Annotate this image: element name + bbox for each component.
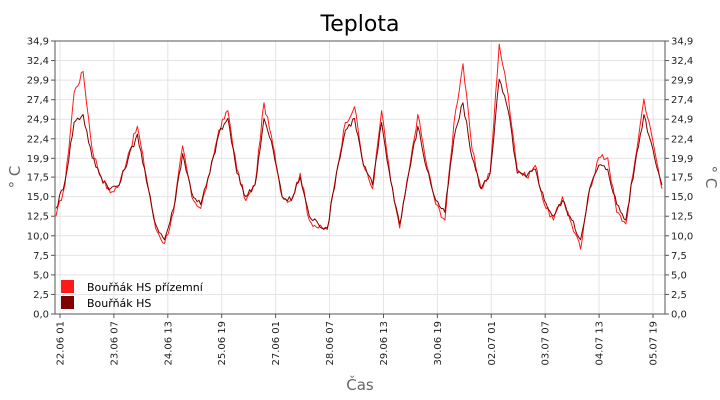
legend-swatch-1 bbox=[61, 280, 74, 293]
y-tick-label-right: 27,4 bbox=[671, 95, 693, 106]
x-tick-label: 24.06 13 bbox=[163, 321, 174, 366]
legend-swatch-2 bbox=[61, 296, 74, 309]
y-tick-label-right: 32,4 bbox=[671, 56, 693, 67]
y-tick-label-right: 12,5 bbox=[671, 212, 693, 223]
y-tick-label-left: 17,5 bbox=[27, 173, 49, 184]
x-tick-label: 27.06 01 bbox=[271, 321, 282, 366]
x-tick-label: 02.07 01 bbox=[487, 321, 498, 366]
y-tick-label-left: 32,4 bbox=[27, 56, 49, 67]
y-tick-label-left: 29,9 bbox=[27, 76, 49, 87]
x-axis-title: Čas bbox=[346, 375, 374, 394]
x-tick-label: 03.07 07 bbox=[541, 321, 552, 366]
y-tick-label-right: 22,4 bbox=[671, 134, 693, 145]
axis-layer: 0,0 0,0 2,5 2,5 5,0 5,0 7,5 7,5 10,0 10,0 12,5 12,5… bbox=[27, 37, 694, 366]
y-tick-label-right: 34,9 bbox=[671, 37, 693, 48]
y-axis-title-left: ° C bbox=[6, 166, 24, 189]
x-tick-label: 05.07 19 bbox=[649, 321, 660, 366]
legend-label-2: Bouřňák HS bbox=[87, 297, 151, 310]
y-tick-label-right: 24,9 bbox=[671, 115, 693, 126]
plot-frame bbox=[54, 40, 666, 315]
x-tick-label: 04.07 13 bbox=[595, 321, 606, 366]
y-tick-label-left: 22,4 bbox=[27, 134, 49, 145]
y-tick-label-right: 15,0 bbox=[671, 192, 693, 203]
y-tick-label-left: 5,0 bbox=[33, 270, 49, 281]
y-tick-label-right: 5,0 bbox=[671, 270, 687, 281]
y-axis-title-right: ° C bbox=[702, 166, 720, 189]
series-line-2 bbox=[55, 78, 663, 241]
y-tick-label-left: 10,0 bbox=[27, 231, 49, 242]
legend: Bouřňák HS přízemní Bouřňák HS bbox=[61, 280, 204, 310]
x-tick-label: 25.06 19 bbox=[217, 321, 228, 366]
y-tick-label-left: 0,0 bbox=[33, 310, 49, 321]
x-tick-label: 30.06 19 bbox=[433, 321, 444, 366]
y-tick-label-left: 2,5 bbox=[33, 290, 49, 301]
y-tick-label-right: 19,9 bbox=[671, 154, 693, 165]
y-tick-label-left: 15,0 bbox=[27, 192, 49, 203]
y-tick-label-right: 0,0 bbox=[671, 310, 687, 321]
y-tick-label-left: 34,9 bbox=[27, 37, 49, 48]
y-tick-label-right: 10,0 bbox=[671, 231, 693, 242]
y-tick-label-left: 27,4 bbox=[27, 95, 49, 106]
series-layer bbox=[55, 43, 663, 250]
y-tick-label-left: 24,9 bbox=[27, 115, 49, 126]
legend-label-1: Bouřňák HS přízemní bbox=[87, 281, 204, 294]
x-tick-label: 29.06 13 bbox=[379, 321, 390, 366]
y-tick-label-left: 19,9 bbox=[27, 154, 49, 165]
y-tick-label-left: 12,5 bbox=[27, 212, 49, 223]
chart-title: Teplota bbox=[320, 12, 400, 37]
grid-layer bbox=[55, 40, 665, 315]
y-tick-label-left: 7,5 bbox=[33, 251, 49, 262]
x-tick-label: 22.06 01 bbox=[56, 321, 67, 366]
series-line-1 bbox=[55, 43, 663, 250]
x-tick-label: 28.06 07 bbox=[325, 321, 336, 366]
x-tick-label: 23.06 07 bbox=[109, 321, 120, 366]
y-tick-label-right: 17,5 bbox=[671, 173, 693, 184]
y-tick-label-right: 29,9 bbox=[671, 76, 693, 87]
y-tick-label-right: 7,5 bbox=[671, 251, 687, 262]
y-tick-label-right: 2,5 bbox=[671, 290, 687, 301]
